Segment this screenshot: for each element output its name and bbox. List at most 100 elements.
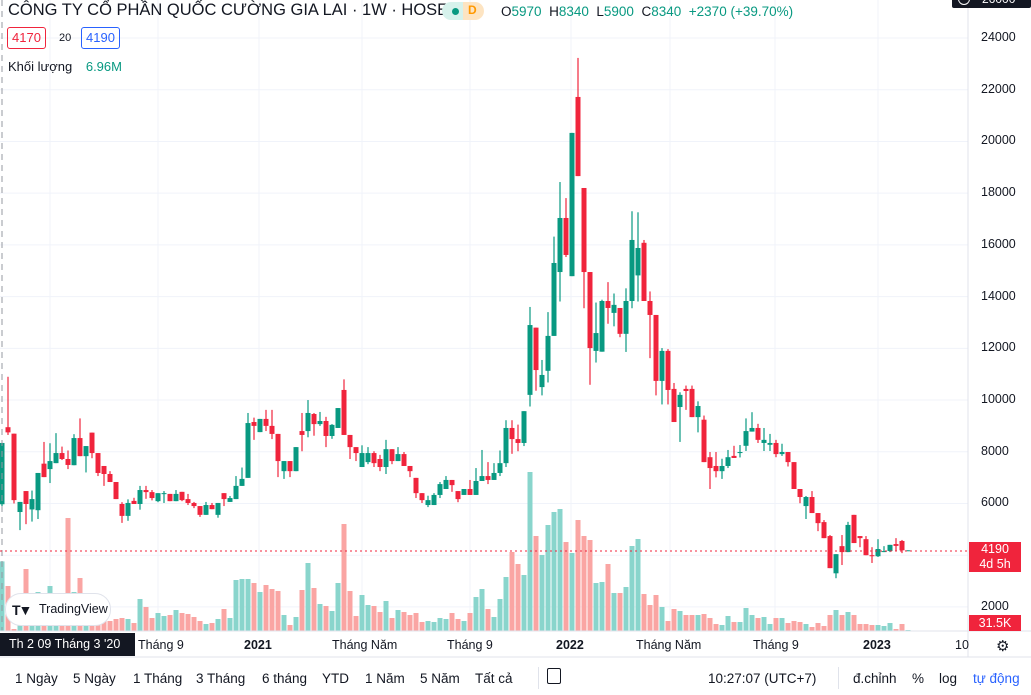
range-button[interactable]: 1 Tháng xyxy=(133,671,183,686)
volume-bar xyxy=(311,588,317,631)
price-axis-label: 8000 xyxy=(981,443,1009,458)
go-to-date-calendar-icon[interactable] xyxy=(547,668,561,684)
volume-bar xyxy=(107,621,113,631)
range-button[interactable]: 5 Ngày xyxy=(73,671,116,686)
candle-body xyxy=(803,497,809,507)
candle xyxy=(467,479,473,495)
candle xyxy=(167,493,173,502)
tradingview-logo[interactable]: T▼ TradingView xyxy=(5,593,111,626)
range-button[interactable]: 6 tháng xyxy=(262,671,308,686)
candle xyxy=(41,441,47,478)
percent-scale-button[interactable]: % xyxy=(912,671,925,686)
volume-bar xyxy=(605,564,611,631)
candle xyxy=(413,477,419,499)
candle-body xyxy=(575,96,581,177)
candle-body xyxy=(317,420,323,425)
volume-bar xyxy=(143,607,149,631)
candle-body xyxy=(647,300,653,315)
candle xyxy=(329,424,335,439)
adjust-button[interactable]: đ.chỉnh xyxy=(853,671,897,686)
range-button[interactable]: 1 Ngày xyxy=(15,671,58,686)
candle-body xyxy=(905,550,911,552)
volume-bar xyxy=(671,609,677,631)
volume-bar xyxy=(119,618,125,631)
volume-bar xyxy=(197,621,203,631)
volume-bar xyxy=(125,619,131,631)
range-button[interactable]: YTD xyxy=(322,671,349,686)
candle xyxy=(299,412,305,452)
candle-body xyxy=(179,491,185,501)
volume-bar xyxy=(461,621,467,631)
clock-time[interactable]: 10:27:07 (UTC+7) xyxy=(708,671,817,686)
open-label: O xyxy=(501,4,512,19)
candle-body xyxy=(869,555,875,557)
volume-bar xyxy=(161,616,167,631)
auto-scale-button[interactable]: tự động xyxy=(973,671,1020,686)
volume-legend[interactable]: Khối lượng 6.96M xyxy=(8,59,122,74)
candle xyxy=(719,458,725,479)
candle xyxy=(107,471,113,483)
settings-gear-icon[interactable]: ⚙ xyxy=(996,638,1010,655)
candle xyxy=(371,451,377,468)
candle xyxy=(77,418,83,457)
candle xyxy=(143,485,149,499)
buy-price-button[interactable]: 4190 xyxy=(81,27,120,49)
candle xyxy=(671,382,677,423)
candle xyxy=(95,453,101,477)
candle xyxy=(611,293,617,327)
candle-body xyxy=(749,427,755,432)
candle xyxy=(155,493,161,503)
volume-bar xyxy=(611,593,617,631)
volume-bar xyxy=(695,615,701,631)
volume-bar xyxy=(647,605,653,631)
candle-body xyxy=(257,418,263,433)
volume-bar xyxy=(329,611,335,631)
volume-bar xyxy=(629,546,635,631)
candle xyxy=(491,463,497,480)
symbol-title[interactable]: CÔNG TY CỔ PHẦN QUỐC CƯỜNG GIA LAI · 1W … xyxy=(8,1,449,19)
candle-body xyxy=(719,465,725,472)
sell-price-button[interactable]: 4170 xyxy=(7,27,46,49)
add-alert-icon[interactable] xyxy=(958,0,970,5)
candle xyxy=(767,433,773,451)
candle-body xyxy=(407,465,413,472)
candle-body xyxy=(137,490,143,504)
candle xyxy=(665,349,671,405)
tradingview-logo-text: TradingView xyxy=(39,602,108,616)
range-button[interactable]: Tất cả xyxy=(475,671,513,686)
time-axis-label: 2023 xyxy=(863,638,891,652)
candle-body xyxy=(899,540,905,551)
volume-bar xyxy=(131,623,137,631)
candle xyxy=(533,327,539,391)
range-button[interactable]: 5 Năm xyxy=(420,671,460,686)
range-button[interactable]: 3 Tháng xyxy=(196,671,246,686)
log-scale-button[interactable]: log xyxy=(939,671,958,686)
candle-body xyxy=(425,500,431,506)
candle-body xyxy=(725,457,731,466)
volume-bar xyxy=(899,624,905,631)
candle xyxy=(119,502,125,523)
candle xyxy=(761,427,767,451)
high-value: 8340 xyxy=(558,4,589,19)
candle xyxy=(305,400,311,438)
market-status-badge[interactable]: D xyxy=(442,2,484,20)
candlestick-chart[interactable] xyxy=(0,0,1031,660)
candle xyxy=(395,447,401,462)
range-button[interactable]: 1 Năm xyxy=(365,671,405,686)
open-value: 5970 xyxy=(511,4,542,19)
volume-bar xyxy=(839,615,845,631)
candle xyxy=(431,493,437,506)
volume-value: 6.96M xyxy=(85,59,122,74)
candle xyxy=(221,493,227,507)
volume-bar xyxy=(869,625,875,631)
volume-bar xyxy=(317,604,323,631)
candle-body xyxy=(413,477,419,494)
volume-bar xyxy=(473,597,479,631)
candle-body xyxy=(827,536,833,569)
price-axis-label: 10000 xyxy=(981,392,1016,407)
price-axis-top-label: 26000 xyxy=(982,0,1015,6)
candle-body xyxy=(119,503,125,516)
candle xyxy=(515,424,521,452)
candle-body xyxy=(629,239,635,301)
volume-bar xyxy=(227,618,233,631)
